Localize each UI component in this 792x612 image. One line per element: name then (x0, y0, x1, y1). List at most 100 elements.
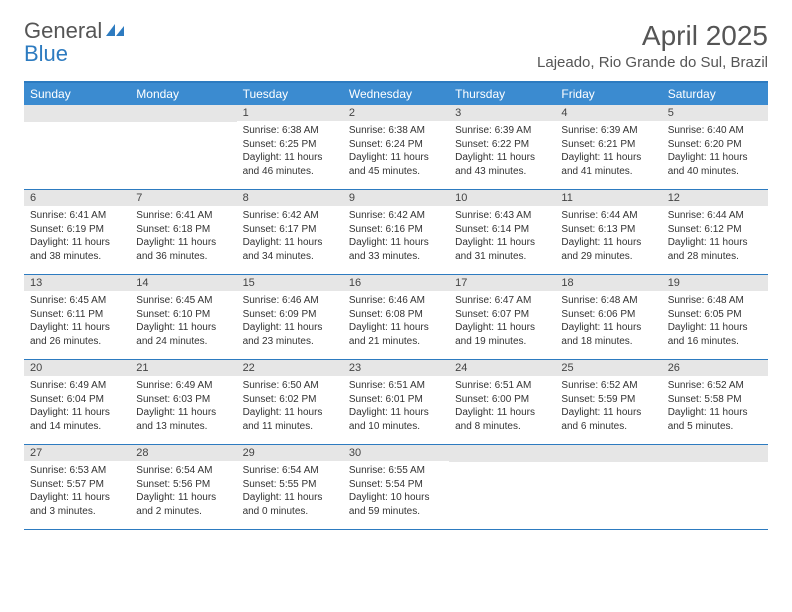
calendar-day: 13Sunrise: 6:45 AMSunset: 6:11 PMDayligh… (24, 275, 130, 359)
day-number: 16 (343, 275, 449, 291)
sunrise-line-label: Sunrise: (668, 295, 705, 306)
day-details: Sunrise: 6:45 AMSunset: 6:11 PMDaylight:… (24, 291, 130, 354)
sunset-line-value: 6:09 PM (279, 309, 316, 320)
daylight-line-label: Daylight: (561, 322, 600, 333)
sunset-line: Sunset: 5:59 PM (561, 393, 655, 407)
daylight-line-label: Daylight: (30, 492, 69, 503)
daylight-line-label: Daylight: (136, 237, 175, 248)
day-number: 30 (343, 445, 449, 461)
calendar-day: 22Sunrise: 6:50 AMSunset: 6:02 PMDayligh… (237, 360, 343, 444)
daylight-line-label: Daylight: (349, 322, 388, 333)
daylight-line: Daylight: 11 hours and 31 minutes. (455, 236, 549, 263)
brand-logo: General Blue (24, 20, 126, 66)
sunset-line-label: Sunset: (455, 309, 489, 320)
sunset-line-value: 6:02 PM (279, 394, 316, 405)
calendar-day-empty (24, 105, 130, 189)
sunset-line: Sunset: 6:00 PM (455, 393, 549, 407)
sunset-line: Sunset: 6:11 PM (30, 308, 124, 322)
sunset-line-label: Sunset: (349, 394, 383, 405)
sunrise-line: Sunrise: 6:43 AM (455, 209, 549, 223)
sunset-line-label: Sunset: (136, 309, 170, 320)
sunset-line-label: Sunset: (455, 394, 489, 405)
daylight-line-label: Daylight: (243, 407, 282, 418)
sunset-line-value: 6:12 PM (704, 224, 741, 235)
daylight-line: Daylight: 11 hours and 34 minutes. (243, 236, 337, 263)
calendar-day: 12Sunrise: 6:44 AMSunset: 6:12 PMDayligh… (662, 190, 768, 274)
calendar-day: 27Sunrise: 6:53 AMSunset: 5:57 PMDayligh… (24, 445, 130, 529)
day-number (449, 445, 555, 462)
sunrise-line: Sunrise: 6:54 AM (243, 464, 337, 478)
sunrise-line: Sunrise: 6:45 AM (30, 294, 124, 308)
header: General Blue April 2025 Lajeado, Rio Gra… (24, 20, 768, 71)
day-details: Sunrise: 6:47 AMSunset: 6:07 PMDaylight:… (449, 291, 555, 354)
daylight-line: Daylight: 11 hours and 45 minutes. (349, 151, 443, 178)
sunset-line: Sunset: 5:55 PM (243, 478, 337, 492)
sunrise-line: Sunrise: 6:46 AM (349, 294, 443, 308)
sunset-line-value: 6:19 PM (67, 224, 104, 235)
daylight-line: Daylight: 11 hours and 46 minutes. (243, 151, 337, 178)
day-number: 14 (130, 275, 236, 291)
sunrise-line-value: 6:42 AM (282, 210, 319, 221)
sunrise-line-label: Sunrise: (136, 465, 173, 476)
sunrise-line-value: 6:44 AM (601, 210, 638, 221)
daylight-line-label: Daylight: (30, 237, 69, 248)
day-number: 7 (130, 190, 236, 206)
sunset-line-label: Sunset: (561, 224, 595, 235)
sunrise-line-label: Sunrise: (349, 380, 386, 391)
sunset-line: Sunset: 6:12 PM (668, 223, 762, 237)
calendar-week: 13Sunrise: 6:45 AMSunset: 6:11 PMDayligh… (24, 275, 768, 360)
day-details: Sunrise: 6:48 AMSunset: 6:06 PMDaylight:… (555, 291, 661, 354)
sunrise-line-value: 6:51 AM (495, 380, 532, 391)
day-number: 21 (130, 360, 236, 376)
sunrise-line-label: Sunrise: (455, 210, 492, 221)
weekday-header-row: SundayMondayTuesdayWednesdayThursdayFrid… (24, 83, 768, 105)
daylight-line-label: Daylight: (668, 152, 707, 163)
sunrise-line-label: Sunrise: (561, 210, 598, 221)
sunrise-line-value: 6:47 AM (495, 295, 532, 306)
sunset-line-label: Sunset: (561, 394, 595, 405)
sunset-line-label: Sunset: (136, 224, 170, 235)
daylight-line: Daylight: 11 hours and 18 minutes. (561, 321, 655, 348)
calendar-day: 9Sunrise: 6:42 AMSunset: 6:16 PMDaylight… (343, 190, 449, 274)
sunset-line: Sunset: 6:20 PM (668, 138, 762, 152)
sunset-line: Sunset: 5:57 PM (30, 478, 124, 492)
sunrise-line-value: 6:54 AM (176, 465, 213, 476)
calendar-day: 2Sunrise: 6:38 AMSunset: 6:24 PMDaylight… (343, 105, 449, 189)
day-details: Sunrise: 6:54 AMSunset: 5:55 PMDaylight:… (237, 461, 343, 524)
sunset-line-value: 6:04 PM (67, 394, 104, 405)
calendar-day: 6Sunrise: 6:41 AMSunset: 6:19 PMDaylight… (24, 190, 130, 274)
daylight-line: Daylight: 11 hours and 40 minutes. (668, 151, 762, 178)
day-number: 23 (343, 360, 449, 376)
sunrise-line: Sunrise: 6:48 AM (668, 294, 762, 308)
daylight-line: Daylight: 11 hours and 2 minutes. (136, 491, 230, 518)
day-number: 17 (449, 275, 555, 291)
sunset-line-label: Sunset: (668, 309, 702, 320)
day-number: 8 (237, 190, 343, 206)
sunset-line-label: Sunset: (243, 309, 277, 320)
day-number: 19 (662, 275, 768, 291)
day-details: Sunrise: 6:43 AMSunset: 6:14 PMDaylight:… (449, 206, 555, 269)
sunset-line: Sunset: 6:05 PM (668, 308, 762, 322)
sunrise-line-label: Sunrise: (30, 380, 67, 391)
sunrise-line-value: 6:48 AM (601, 295, 638, 306)
sunrise-line-label: Sunrise: (30, 465, 67, 476)
calendar-day: 17Sunrise: 6:47 AMSunset: 6:07 PMDayligh… (449, 275, 555, 359)
sunset-line-value: 6:14 PM (492, 224, 529, 235)
day-number (555, 445, 661, 462)
sunrise-line: Sunrise: 6:46 AM (243, 294, 337, 308)
location: Lajeado, Rio Grande do Sul, Brazil (537, 54, 768, 71)
day-details: Sunrise: 6:51 AMSunset: 6:01 PMDaylight:… (343, 376, 449, 439)
sunset-line: Sunset: 6:16 PM (349, 223, 443, 237)
sunrise-line: Sunrise: 6:51 AM (349, 379, 443, 393)
brand-part2: Blue (24, 41, 68, 66)
daylight-line: Daylight: 11 hours and 38 minutes. (30, 236, 124, 263)
daylight-line-label: Daylight: (561, 152, 600, 163)
sunset-line: Sunset: 6:10 PM (136, 308, 230, 322)
daylight-line-label: Daylight: (668, 322, 707, 333)
day-details: Sunrise: 6:55 AMSunset: 5:54 PMDaylight:… (343, 461, 449, 524)
calendar-day: 15Sunrise: 6:46 AMSunset: 6:09 PMDayligh… (237, 275, 343, 359)
daylight-line: Daylight: 11 hours and 8 minutes. (455, 406, 549, 433)
daylight-line-label: Daylight: (243, 237, 282, 248)
sunrise-line: Sunrise: 6:38 AM (349, 124, 443, 138)
sunrise-line-value: 6:38 AM (282, 125, 319, 136)
